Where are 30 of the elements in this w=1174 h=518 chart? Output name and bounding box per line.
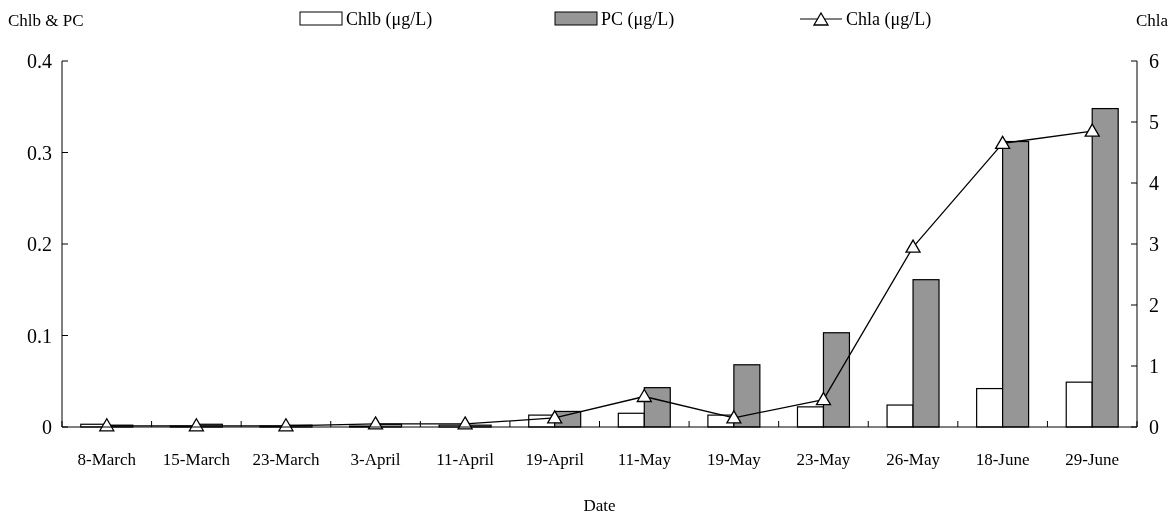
x-tick-label: 15-March bbox=[162, 450, 231, 469]
x-axis-title: Date bbox=[583, 496, 616, 515]
y2-tick-label: 3 bbox=[1149, 233, 1159, 255]
x-tick-label: 8-March bbox=[77, 450, 137, 469]
x-tick-label: 18-June bbox=[975, 450, 1030, 469]
x-tick-label: 23-March bbox=[252, 450, 320, 469]
y-tick-label: 0 bbox=[42, 416, 52, 438]
x-tick-label: 11-April bbox=[436, 450, 495, 469]
y2-tick-label: 1 bbox=[1149, 355, 1159, 377]
x-tick-label: 11-May bbox=[617, 450, 672, 469]
x-tick-label: 29-June bbox=[1065, 450, 1120, 469]
y-tick-label: 0.2 bbox=[27, 233, 52, 255]
x-tick-label: 3-April bbox=[350, 450, 401, 469]
y-tick-label: 0.1 bbox=[27, 324, 52, 347]
legend-label: Chlb (μg/L) bbox=[346, 9, 433, 30]
y2-tick-label: 6 bbox=[1149, 50, 1159, 72]
y-tick-label: 0.4 bbox=[27, 50, 52, 72]
y2-tick-label: 0 bbox=[1149, 416, 1159, 438]
x-tick-label: 26-May bbox=[886, 450, 941, 469]
y2-tick-label: 5 bbox=[1149, 111, 1159, 133]
legend-label: Chla (μg/L) bbox=[846, 9, 932, 30]
x-tick-label: 23-May bbox=[796, 450, 851, 469]
y-tick-label: 0.3 bbox=[27, 141, 52, 164]
legend-label: PC (μg/L) bbox=[601, 9, 675, 30]
x-tick-label: 19-April bbox=[525, 450, 585, 469]
y-axis-title: Chlb & PC bbox=[8, 11, 84, 30]
y2-tick-label: 2 bbox=[1149, 294, 1159, 316]
y2-tick-label: 4 bbox=[1149, 172, 1159, 194]
y2-axis-title: Chla bbox=[1135, 11, 1169, 30]
x-tick-label: 19-May bbox=[706, 450, 762, 469]
